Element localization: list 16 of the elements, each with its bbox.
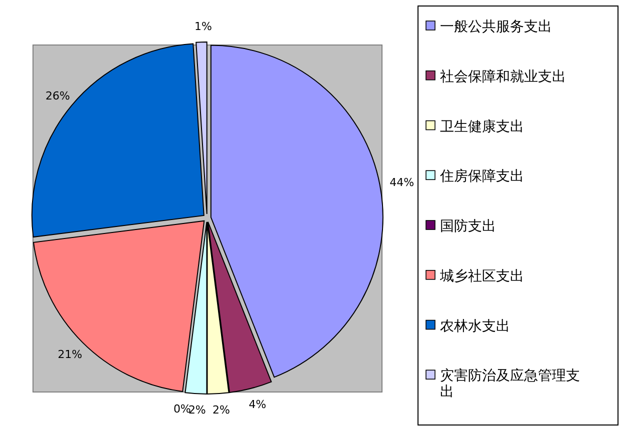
legend-label: 卫生健康支出 <box>440 118 524 135</box>
data-label: 2% <box>212 404 230 417</box>
data-label: 26% <box>46 90 70 103</box>
data-label: 44% <box>390 176 414 190</box>
legend-label: 一般公共服务支出 <box>440 19 552 35</box>
legend-label: 农林水支出 <box>440 318 510 334</box>
data-label: 2% <box>188 404 206 417</box>
legend-label: 社会保障和就业支出 <box>440 68 566 85</box>
data-label: 1% <box>194 20 212 34</box>
legend-label: 灾害防治及应急管理支出 <box>440 368 580 400</box>
legend-label: 城乡社区支出 <box>439 268 524 284</box>
data-label: 4% <box>248 398 266 411</box>
data-label: 21% <box>58 348 82 361</box>
text: 0% <box>173 402 191 416</box>
legend-label: 国防支出 <box>440 218 496 234</box>
legend-label: 住房保障支出 <box>439 168 524 185</box>
